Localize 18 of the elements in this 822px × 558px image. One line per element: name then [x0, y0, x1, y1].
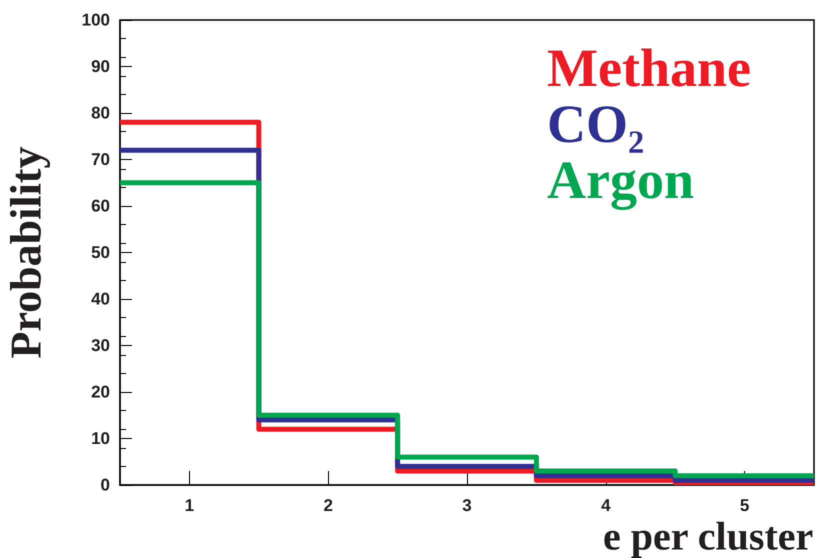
- x-tick-label: 2: [323, 496, 333, 515]
- y-tick-label: 40: [91, 290, 110, 308]
- y-tick-label: 0: [100, 476, 110, 494]
- y-tick-label: 50: [91, 243, 110, 262]
- y-tick-label: 10: [91, 429, 110, 448]
- y-tick-label: 60: [91, 196, 110, 216]
- y-tick-label: 90: [91, 57, 110, 76]
- y-tick-label: 70: [91, 150, 110, 169]
- y-axis-title: Probability: [2, 146, 50, 358]
- y-tick-label: 30: [91, 336, 110, 355]
- y-tick-label: 80: [91, 104, 110, 122]
- x-tick-label: 5: [740, 496, 750, 515]
- x-tick-label: 1: [184, 496, 194, 515]
- x-tick-label: 3: [462, 496, 472, 515]
- y-tick-label: 20: [91, 382, 110, 402]
- x-tick-label: 4: [601, 496, 612, 515]
- y-tick-label: 100: [82, 10, 110, 30]
- x-axis-title: e per cluster: [602, 514, 814, 558]
